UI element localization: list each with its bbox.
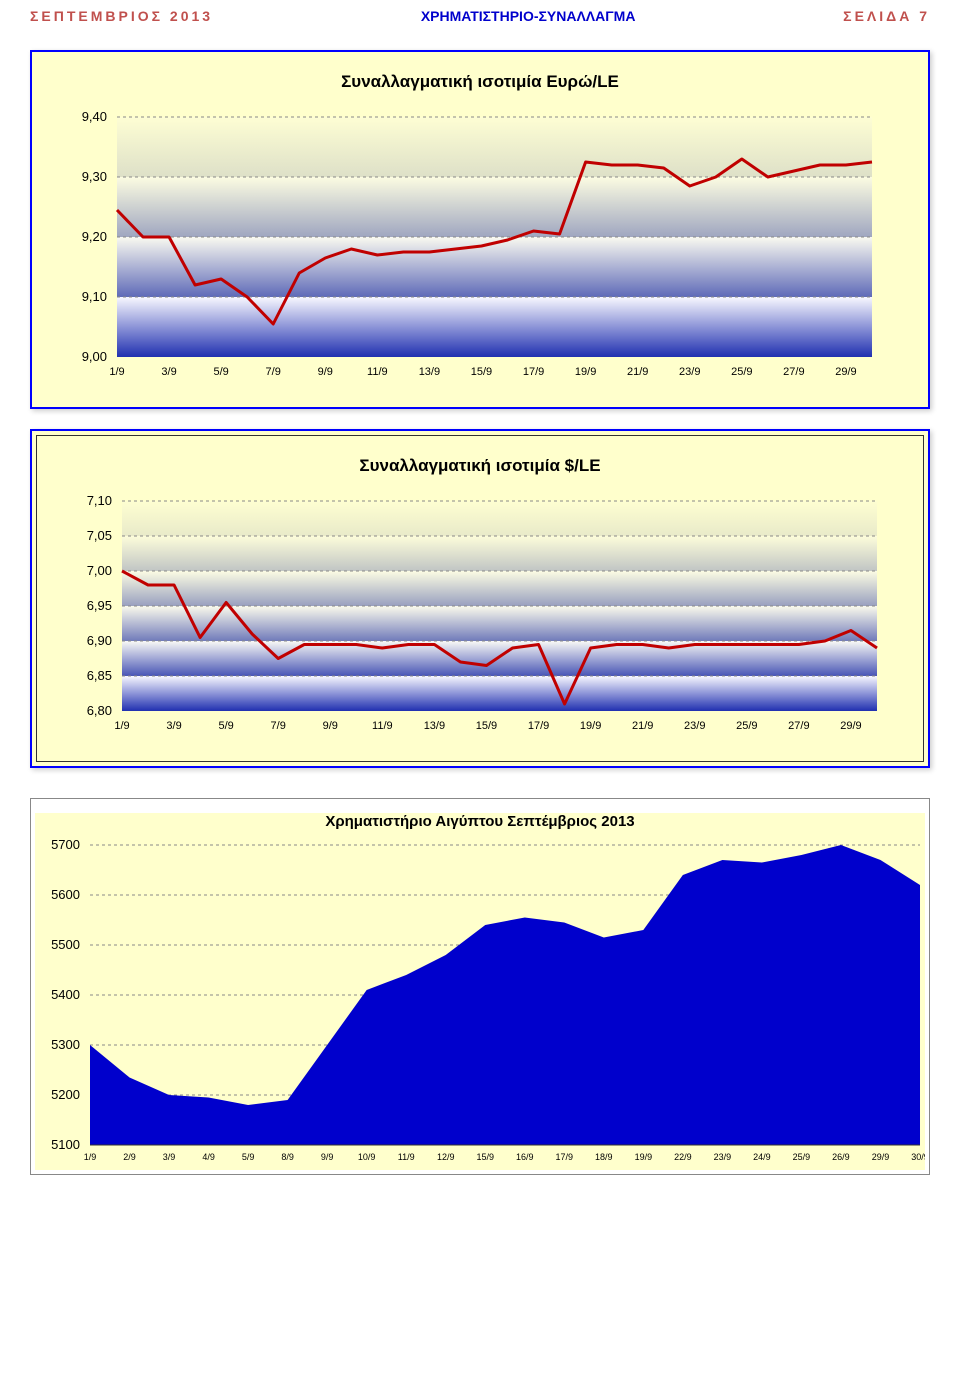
svg-text:5/9: 5/9 <box>213 366 228 378</box>
svg-text:11/9: 11/9 <box>372 720 393 732</box>
svg-text:17/9: 17/9 <box>523 366 544 378</box>
header-date: ΣΕΠΤΕΜΒΡΙΟΣ 2013 <box>30 8 213 24</box>
svg-text:19/9: 19/9 <box>635 1152 653 1162</box>
svg-text:9,30: 9,30 <box>82 169 107 184</box>
svg-text:26/9: 26/9 <box>832 1152 850 1162</box>
svg-text:13/9: 13/9 <box>424 720 445 732</box>
svg-text:3/9: 3/9 <box>166 720 181 732</box>
svg-text:5700: 5700 <box>51 840 80 852</box>
svg-text:6,90: 6,90 <box>87 633 112 648</box>
svg-text:16/9: 16/9 <box>516 1152 534 1162</box>
svg-text:4/9: 4/9 <box>202 1152 215 1162</box>
svg-text:9/9: 9/9 <box>323 720 338 732</box>
svg-text:29/9: 29/9 <box>840 720 861 732</box>
svg-text:19/9: 19/9 <box>575 366 596 378</box>
svg-text:24/9: 24/9 <box>753 1152 771 1162</box>
chart3-container: Χρηματιστήριο Αιγύπτου Σεπτέμβριος 2013 … <box>30 798 930 1175</box>
svg-text:29/9: 29/9 <box>835 366 856 378</box>
svg-text:7,05: 7,05 <box>87 528 112 543</box>
chart2-title: Συναλλαγματική ισοτιμία $/LE <box>67 456 893 476</box>
svg-text:27/9: 27/9 <box>783 366 804 378</box>
svg-text:5400: 5400 <box>51 987 80 1002</box>
svg-text:9,20: 9,20 <box>82 229 107 244</box>
svg-text:1/9: 1/9 <box>114 720 129 732</box>
svg-text:17/9: 17/9 <box>556 1152 574 1162</box>
svg-text:5100: 5100 <box>51 1137 80 1152</box>
svg-text:5500: 5500 <box>51 937 80 952</box>
svg-text:5600: 5600 <box>51 887 80 902</box>
svg-text:22/9: 22/9 <box>674 1152 692 1162</box>
chart3-title: Χρηματιστήριο Αιγύπτου Σεπτέμβριος 2013 <box>35 813 925 830</box>
chart1-svg: 9,00 9,10 9,20 9,30 9,40 1/9 3/9 5/9 7/9 9/9 11/9 1… <box>62 112 882 382</box>
svg-text:11/9: 11/9 <box>398 1152 415 1162</box>
svg-text:5200: 5200 <box>51 1087 80 1102</box>
chart2-area: 6,80 6,85 6,90 6,95 7,00 7,05 7,10 1/9 3/9 5/9 7/9… <box>67 496 893 736</box>
chart1-area: 9,00 9,10 9,20 9,30 9,40 1/9 3/9 5/9 7/9 9/9 11/9 1… <box>62 112 898 382</box>
svg-text:8/9: 8/9 <box>281 1152 294 1162</box>
svg-text:1/9: 1/9 <box>84 1152 97 1162</box>
page-header: ΣΕΠΤΕΜΒΡΙΟΣ 2013 ΧΡΗΜΑΤΙΣΤΗΡΙΟ-ΣΥΝΑΛΛΑΓΜ… <box>0 0 960 30</box>
svg-text:7/9: 7/9 <box>271 720 286 732</box>
chart1-title: Συναλλαγματική ισοτιμία Ευρώ/LE <box>62 72 898 92</box>
svg-text:21/9: 21/9 <box>632 720 653 732</box>
chart2-svg: 6,80 6,85 6,90 6,95 7,00 7,05 7,10 1/9 3/9 5/9 7/9… <box>67 496 887 736</box>
svg-text:23/9: 23/9 <box>679 366 700 378</box>
svg-text:23/9: 23/9 <box>714 1152 732 1162</box>
svg-text:5300: 5300 <box>51 1037 80 1052</box>
svg-text:10/9: 10/9 <box>358 1152 376 1162</box>
svg-text:7,00: 7,00 <box>87 563 112 578</box>
chart3-area: 5100 5200 5300 5400 5500 5600 5700 1/9 2/9 3/9 4/9… <box>35 840 925 1170</box>
svg-text:29/9: 29/9 <box>872 1152 890 1162</box>
svg-text:15/9: 15/9 <box>476 720 497 732</box>
svg-text:9/9: 9/9 <box>318 366 333 378</box>
svg-text:25/9: 25/9 <box>731 366 752 378</box>
chart1-container: Συναλλαγματική ισοτιμία Ευρώ/LE 9,00 9,10… <box>30 50 930 409</box>
svg-text:5/9: 5/9 <box>218 720 233 732</box>
svg-text:18/9: 18/9 <box>595 1152 613 1162</box>
svg-text:9/9: 9/9 <box>321 1152 334 1162</box>
chart3-inner: Χρηματιστήριο Αιγύπτου Σεπτέμβριος 2013 … <box>35 813 925 1170</box>
chart3-svg: 5100 5200 5300 5400 5500 5600 5700 1/9 2/9 3/9 4/9… <box>35 840 925 1170</box>
chart2-inner: Συναλλαγματική ισοτιμία $/LE 6,80 6,85 6,9… <box>36 435 924 762</box>
svg-text:7/9: 7/9 <box>266 366 281 378</box>
svg-text:23/9: 23/9 <box>684 720 705 732</box>
header-page: ΣΕΛΙΔΑ 7 <box>843 8 930 24</box>
svg-text:9,40: 9,40 <box>82 112 107 124</box>
svg-text:25/9: 25/9 <box>736 720 757 732</box>
svg-text:17/9: 17/9 <box>528 720 549 732</box>
svg-text:6,85: 6,85 <box>87 668 112 683</box>
svg-text:21/9: 21/9 <box>627 366 648 378</box>
svg-text:15/9: 15/9 <box>471 366 492 378</box>
svg-text:1/9: 1/9 <box>109 366 124 378</box>
svg-text:3/9: 3/9 <box>163 1152 176 1162</box>
svg-text:30/9: 30/9 <box>911 1152 925 1162</box>
svg-text:9,00: 9,00 <box>82 349 107 364</box>
svg-text:9,10: 9,10 <box>82 289 107 304</box>
svg-text:15/9: 15/9 <box>476 1152 494 1162</box>
svg-text:12/9: 12/9 <box>437 1152 455 1162</box>
svg-text:6,80: 6,80 <box>87 703 112 718</box>
svg-text:19/9: 19/9 <box>580 720 601 732</box>
header-title: ΧΡΗΜΑΤΙΣΤΗΡΙΟ-ΣΥΝΑΛΛΑΓΜΑ <box>421 8 636 24</box>
svg-text:3/9: 3/9 <box>161 366 176 378</box>
svg-text:6,95: 6,95 <box>87 598 112 613</box>
chart2-container: Συναλλαγματική ισοτιμία $/LE 6,80 6,85 6,9… <box>30 429 930 768</box>
svg-text:2/9: 2/9 <box>123 1152 136 1162</box>
svg-text:27/9: 27/9 <box>788 720 809 732</box>
svg-text:25/9: 25/9 <box>793 1152 811 1162</box>
svg-text:13/9: 13/9 <box>419 366 440 378</box>
svg-text:7,10: 7,10 <box>87 496 112 508</box>
svg-text:11/9: 11/9 <box>367 366 388 378</box>
svg-text:5/9: 5/9 <box>242 1152 255 1162</box>
